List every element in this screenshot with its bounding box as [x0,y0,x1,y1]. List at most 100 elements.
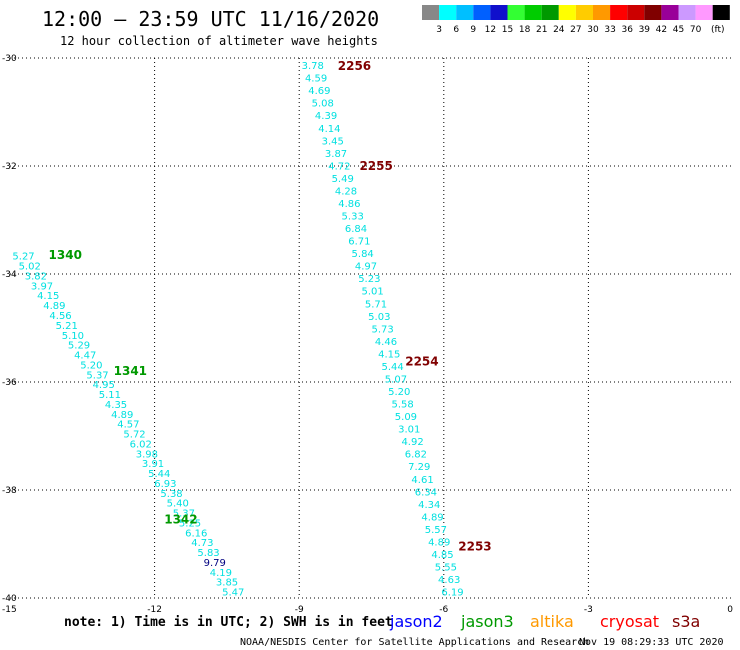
legend-swatch [490,5,508,20]
swh-value: 4.15 [378,349,400,360]
pass-label: 1341 [114,364,147,378]
swh-value: 5.27 [12,252,34,263]
plot-grid [10,57,733,599]
swh-value: 5.29 [68,341,90,352]
swh-value: 6.02 [130,439,152,450]
swh-value: 5.57 [425,525,447,536]
legend-swatch [456,5,474,20]
sat-jason2: jason2 [389,612,443,631]
axis-ticks: -15 -12 -9 -6 -3 0-30-32-34-36-38-40 [2,54,733,615]
swh-value: 3.78 [302,61,324,72]
swh-value: 4.85 [431,550,453,561]
swh-value: 5.07 [385,374,407,385]
swh-value: 6.93 [154,479,176,490]
swh-value: 5.38 [160,489,182,500]
legend-swatch [439,5,457,20]
legend-swatch [695,5,713,20]
x-tick-label: -12 [147,605,162,615]
swh-value: 4.19 [210,568,232,579]
y-tick-label: -30 [2,54,17,64]
swh-value: 3.85 [216,578,238,589]
legend-swatch [610,5,628,20]
legend-swatch [473,5,491,20]
legend-label: 33 [604,25,615,35]
swh-value: 3.91 [142,459,164,470]
swh-value: 6.71 [348,237,370,248]
swh-value: 5.20 [80,360,102,371]
legend-label: 12 [485,25,496,35]
swh-value: 5.09 [395,412,417,423]
swh-value: 4.72 [328,161,350,172]
legend-label: 21 [536,25,547,35]
swh-value: 6.34 [415,487,437,498]
swh-value: 5.08 [312,99,334,110]
legend-swatch [644,5,662,20]
swh-value: 4.34 [418,500,440,511]
legend-swatch [661,5,679,20]
swh-value: 4.89 [111,410,133,421]
x-tick-label: -9 [295,605,304,615]
swh-value: 3.82 [25,271,47,282]
swh-value: 5.72 [123,430,145,441]
swh-value: 4.61 [411,475,433,486]
y-tick-label: -36 [2,378,17,388]
legend-label: 36 [621,25,633,35]
swh-value: 4.15 [37,291,59,302]
swh-value: 5.37 [86,370,108,381]
legend-label: 70 [690,25,702,35]
swh-value: 3.01 [398,425,420,436]
legend-label: 27 [570,25,581,35]
y-tick-label: -38 [2,486,17,496]
sat-s3a: s3a [672,612,700,631]
swh-value: 5.55 [435,563,457,574]
swh-value: 4.56 [49,311,71,322]
swh-value: 4.14 [318,124,340,135]
y-tick-label: -40 [2,594,17,604]
swh-value: 4.47 [74,351,96,362]
swh-value: 3.98 [136,449,158,460]
legend-swatch [627,5,645,20]
legend-label: 39 [639,25,651,35]
swh-value: 3.87 [325,149,347,160]
color-legend: 3 6 9 12 15 18 21 24 27 30 33 36 39 42 45 70 [422,5,730,35]
x-tick-label: -3 [584,605,593,615]
swh-value: 5.40 [167,499,189,510]
legend-swatch [422,5,440,20]
swh-value: 5.83 [197,548,219,559]
swh-value: 5.10 [62,331,84,342]
swh-value: 5.21 [56,321,78,332]
swh-value: 5.37 [173,509,195,520]
x-tick-label: 0 [727,605,733,615]
legend-swatch [678,5,696,20]
sat-jason3: jason3 [460,612,514,631]
sat-altika: altika [530,612,574,631]
swh-value: 6.16 [185,528,207,539]
swh-value: 5.25 [179,518,201,529]
swh-value: 4.39 [315,111,337,122]
swh-value: 5.73 [372,324,394,335]
legend-swatch [558,5,576,20]
legend-label: 18 [519,25,531,35]
legend-label: 9 [470,25,476,35]
footnote: note: 1) Time is in UTC; 2) SWH is in fe… [64,615,393,630]
swh-points: 3.78 4.594.69 5.084.39 4.143.45 3.874.72 5.49… [12,61,463,598]
swh-value: 5.58 [391,400,413,411]
legend-label: 45 [673,25,684,35]
swh-value: 4.86 [338,199,360,210]
pass-label: 2253 [458,540,491,554]
legend-unit: (ft) [711,25,725,35]
legend-label: 6 [453,25,459,35]
swh-value: 3.45 [322,136,344,147]
swh-value: 4.97 [355,262,377,273]
credit-text: NOAA/NESDIS Center for Satellite Applica… [240,637,589,648]
swh-value: 5.23 [358,274,380,285]
pass-label: 2255 [359,159,392,173]
pass-label: 1342 [164,513,197,527]
swh-value: 6.84 [345,224,367,235]
swh-value: 6.82 [405,450,427,461]
swh-value: 5.71 [365,299,387,310]
swh-value: 4.63 [438,575,460,586]
swh-value: 5.02 [19,262,41,273]
legend-swatch [524,5,542,20]
